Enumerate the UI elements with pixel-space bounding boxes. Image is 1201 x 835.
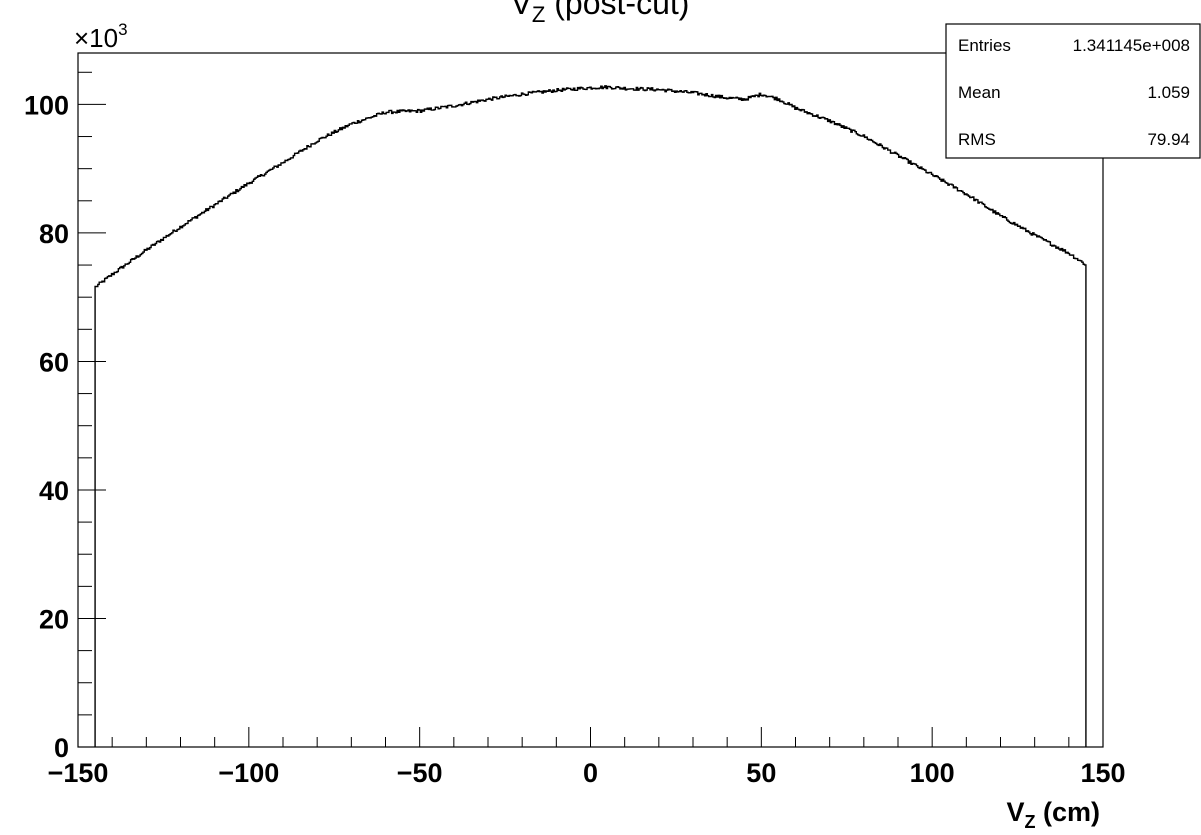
stats-value-entries: 1.341145e+008: [1073, 36, 1190, 55]
stats-box-frame: [945, 23, 1201, 159]
stats-value-rms: 79.94: [1147, 130, 1190, 149]
x-tick-label: −50: [397, 758, 443, 788]
y-tick-label: 100: [24, 90, 69, 120]
y-tick-label: 20: [39, 604, 69, 634]
chart-title-sub: Z: [532, 2, 545, 27]
chart-title-rest: (post-cut): [545, 0, 689, 21]
y-multiplier-exp: 3: [118, 20, 127, 39]
y-multiplier-base: ×10: [74, 23, 118, 53]
x-tick-label: 150: [1080, 758, 1125, 788]
y-multiplier: ×103: [74, 20, 128, 53]
y-tick-label: 40: [39, 476, 69, 506]
axis-ticks: [77, 71, 1104, 748]
histogram-layer: [94, 85, 1087, 747]
x-tick-label: 0: [583, 758, 598, 788]
stats-label-rms: RMS: [958, 130, 996, 149]
x-axis-title-main: V: [1006, 797, 1024, 827]
histogram-line: [94, 85, 1087, 747]
chart-title: VZ (post-cut): [511, 0, 690, 27]
x-axis-title: VZ (cm): [1006, 797, 1100, 832]
x-tick-label: −100: [218, 758, 279, 788]
tick-labels: −150 −100 −50 0 50 100 150 0 20 40 60 80 100: [24, 90, 1126, 788]
chart-title-main: V: [511, 0, 533, 21]
stats-value-mean: 1.059: [1147, 83, 1190, 102]
y-tick-label: 0: [54, 733, 69, 763]
x-tick-label: −150: [48, 758, 109, 788]
stats-box: Entries 1.341145e+008 Mean 1.059 RMS 79.…: [945, 23, 1201, 159]
y-tick-label: 80: [39, 219, 69, 249]
x-axis-title-rest: (cm): [1035, 797, 1100, 827]
x-axis-title-sub: Z: [1024, 812, 1035, 832]
y-tick-label: 60: [39, 347, 69, 377]
stats-label-entries: Entries: [958, 36, 1011, 55]
stats-label-mean: Mean: [958, 83, 1001, 102]
x-tick-label: 100: [910, 758, 955, 788]
x-tick-label: 50: [746, 758, 776, 788]
